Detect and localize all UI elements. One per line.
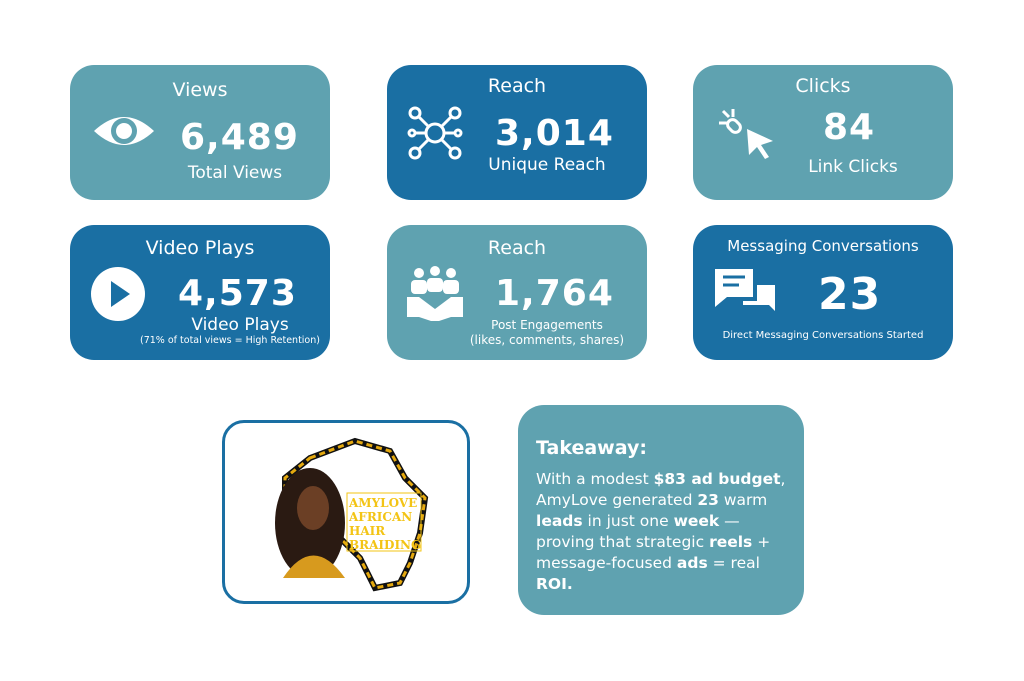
takeaway-heading: Takeaway:: [536, 437, 647, 459]
takeaway-segment: + message-focused: [536, 533, 771, 572]
messaging-label: Direct Messaging Conversations Started: [722, 330, 924, 341]
eye-icon: [94, 117, 154, 145]
takeaway-segment: leads: [536, 512, 583, 530]
svg-text:AMYLOVE: AMYLOVE: [348, 496, 417, 510]
video-plays-label: Video Plays: [191, 315, 289, 335]
card-title: Views: [172, 79, 228, 101]
takeaway-segment: ads: [676, 554, 708, 572]
takeaway-segment: With a modest: [536, 470, 654, 488]
takeaway-segment: in just one: [582, 512, 674, 530]
video-plays-card: Video Plays 4,573 Video Plays (71% of to…: [70, 225, 330, 360]
messaging-value: 23: [818, 269, 882, 320]
takeaway-segment: 23: [697, 491, 719, 509]
cursor-click-icon: [719, 109, 773, 159]
clicks-card: Clicks 84 Link Clicks: [693, 65, 953, 200]
takeaway-segment: $83 ad budget: [653, 470, 781, 488]
brand-logo: AMYLOVE AFRICAN HAIR BRAIDING: [222, 420, 470, 604]
takeaway-segment: reels: [709, 533, 753, 551]
clicks-label: Link Clicks: [808, 157, 898, 177]
video-plays-value: 4,573: [178, 273, 297, 314]
messaging-card: Messaging Conversations 23 Direct Messag…: [693, 225, 953, 360]
clicks-value: 84: [823, 107, 876, 148]
engagements-note: (likes, comments, shares): [469, 333, 625, 347]
takeaway-segment: = real: [707, 554, 760, 572]
takeaway-segment: warm: [718, 491, 768, 509]
card-title: Video Plays: [145, 237, 255, 259]
views-label: Total Views: [187, 163, 283, 183]
engagements-value: 1,764: [495, 273, 614, 314]
logo-image: AMYLOVE AFRICAN HAIR BRAIDING: [275, 437, 429, 592]
handshake-icon: [407, 266, 463, 321]
play-icon: [91, 267, 145, 321]
takeaway-text: With a modest $83 ad budget, AmyLove gen…: [536, 469, 798, 595]
takeaway-segment: , AmyLove generated: [536, 470, 786, 509]
views-value: 6,489: [180, 117, 299, 158]
card-title: Reach: [487, 75, 547, 97]
takeaway-segment: ROI.: [536, 575, 573, 593]
svg-text:HAIR: HAIR: [349, 524, 386, 538]
takeaway-card: Takeaway: With a modest $83 ad budget, A…: [518, 405, 804, 615]
reach-label: Unique Reach: [488, 155, 606, 175]
svg-text:BRAIDING: BRAIDING: [349, 538, 421, 552]
reach-card: Reach 3,014 Unique Reach: [387, 65, 647, 200]
reach-value: 3,014: [495, 113, 614, 154]
svg-text:AFRICAN: AFRICAN: [348, 510, 412, 524]
engagements-label: Post Engagements: [491, 318, 603, 332]
takeaway-segment: week: [673, 512, 720, 530]
card-title: Clicks: [795, 75, 851, 97]
network-icon: [407, 106, 463, 160]
card-title: Reach: [487, 237, 547, 259]
engagements-card: Reach 1,764 Post Engagements (likes, com…: [387, 225, 647, 360]
card-title: Messaging Conversations: [727, 237, 919, 255]
takeaway-segment: — proving that strategic: [536, 512, 740, 551]
chat-icon: [715, 269, 775, 311]
video-plays-note: (71% of total views = High Retention): [140, 335, 320, 346]
views-card: Views 6,489 Total Views: [70, 65, 330, 200]
